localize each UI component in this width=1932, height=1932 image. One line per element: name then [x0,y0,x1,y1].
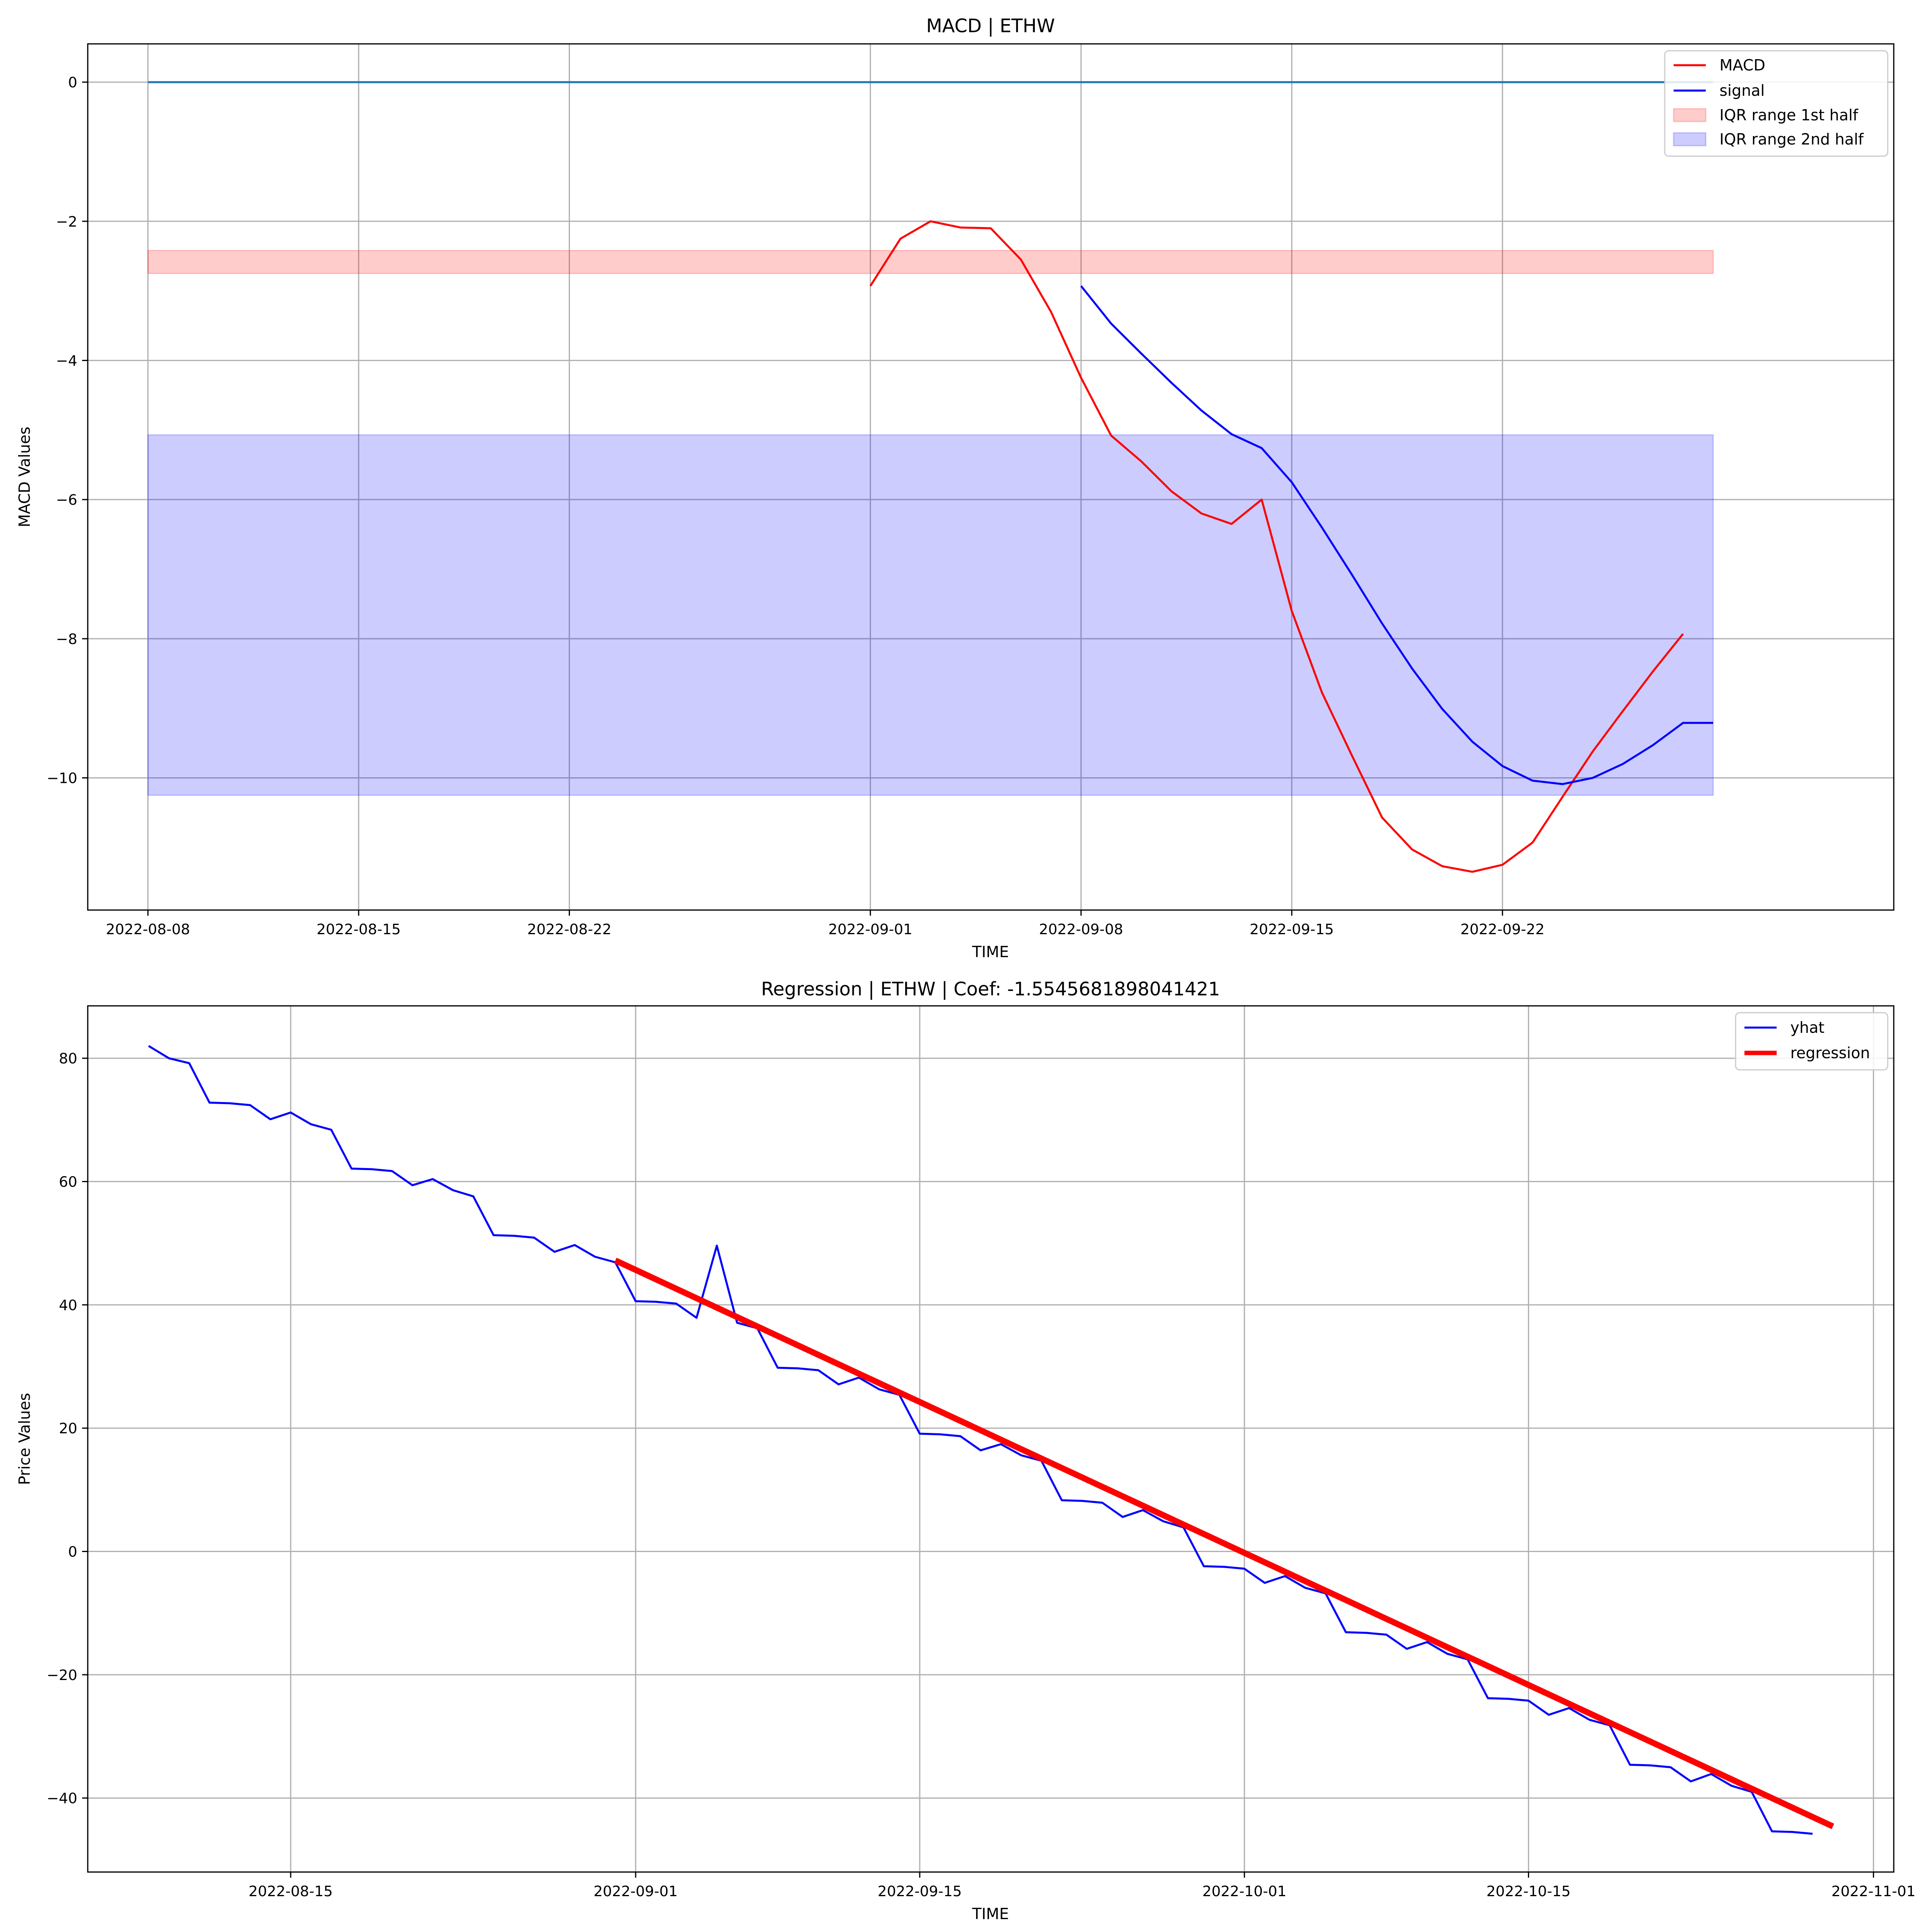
y-tick-label: −10 [47,770,77,787]
y-tick-label: −8 [56,631,77,648]
x-axis-ticks: 2022-08-15 2022-09-01 2022-09-15 2022-10-01… [249,1872,1915,1900]
legend-label-signal: signal [1719,82,1765,99]
series-line-regression [614,1257,1834,1829]
x-axis-ticks: 2022-08-08 2022-08-15 2022-08-22 2022-09-01… [106,910,1544,938]
series-lines [148,81,1713,873]
x-tick-label: 2022-11-01 [1831,1883,1915,1900]
iqr-band-2 [147,434,1714,796]
x-tick-label: 2022-08-22 [527,921,611,938]
legend-label-iqr-1st: IQR range 1st half [1719,106,1859,124]
x-tick-label: 2022-10-01 [1202,1883,1286,1900]
chart-title: MACD | ETHW [926,15,1055,37]
legend-label-macd: MACD [1719,56,1765,74]
series-line-yhat [148,1045,1813,1835]
x-tick-label: 2022-09-01 [828,921,912,938]
legend-frame [1664,50,1889,157]
y-tick-label: 0 [68,74,77,91]
series-lines [148,1045,1834,1835]
legend: yhat regression [1735,1012,1889,1071]
regression-chart: Regression | ETHW | Coef: -1.55456818980… [16,978,1915,1923]
x-axis-label: TIME [972,1905,1009,1923]
grid-lines [88,1006,1894,1872]
chart-title: Regression | ETHW | Coef: -1.55456818980… [761,978,1220,1000]
x-tick-label: 2022-09-01 [594,1883,678,1900]
legend-label-yhat: yhat [1790,1019,1825,1036]
y-axis-ticks: 0 −2 −4 −6 −8 −10 [47,74,88,787]
legend-label-regression: regression [1790,1044,1870,1062]
x-tick-label: 2022-10-15 [1486,1883,1571,1900]
x-tick-label: 2022-08-08 [106,921,190,938]
iqr-bands [147,250,1714,796]
plot-frame [87,43,1895,911]
x-tick-label: 2022-09-22 [1460,921,1544,938]
legend-swatch-iqr-1st [1673,108,1707,122]
y-tick-label: −4 [56,353,77,369]
y-tick-label: 20 [59,1420,77,1437]
macd-chart: MACD | ETHW 2022-08-08 2022-08-15 2022-08-… [16,15,1895,961]
x-tick-label: 2022-09-15 [877,1883,962,1900]
series-line-macd [869,220,1684,873]
y-axis-label: Price Values [16,1393,33,1485]
legend: MACD signal IQR range 1st half IQR range… [1664,50,1889,157]
y-axis-label: MACD Values [16,427,33,527]
plot-frame [87,1005,1895,1873]
x-tick-label: 2022-08-15 [249,1883,333,1900]
y-tick-label: −20 [47,1667,77,1684]
y-tick-label: −6 [56,492,77,508]
x-tick-label: 2022-09-15 [1250,921,1334,938]
legend-label-iqr-2nd: IQR range 2nd half [1719,130,1864,148]
y-tick-label: 40 [59,1297,77,1314]
x-axis-label: TIME [972,943,1009,961]
y-tick-label: −40 [47,1790,77,1807]
y-tick-label: −2 [56,214,77,230]
legend-swatch-iqr-2nd [1673,132,1707,147]
iqr-band-1 [147,250,1714,274]
y-tick-label: 60 [59,1174,77,1191]
x-tick-label: 2022-09-08 [1039,921,1123,938]
series-line-signal [1080,285,1713,785]
x-tick-label: 2022-08-15 [316,921,400,938]
y-axis-ticks: 80 60 40 20 0 −20 −40 [47,1051,88,1807]
y-tick-label: 80 [59,1051,77,1067]
y-tick-label: 0 [68,1544,77,1560]
